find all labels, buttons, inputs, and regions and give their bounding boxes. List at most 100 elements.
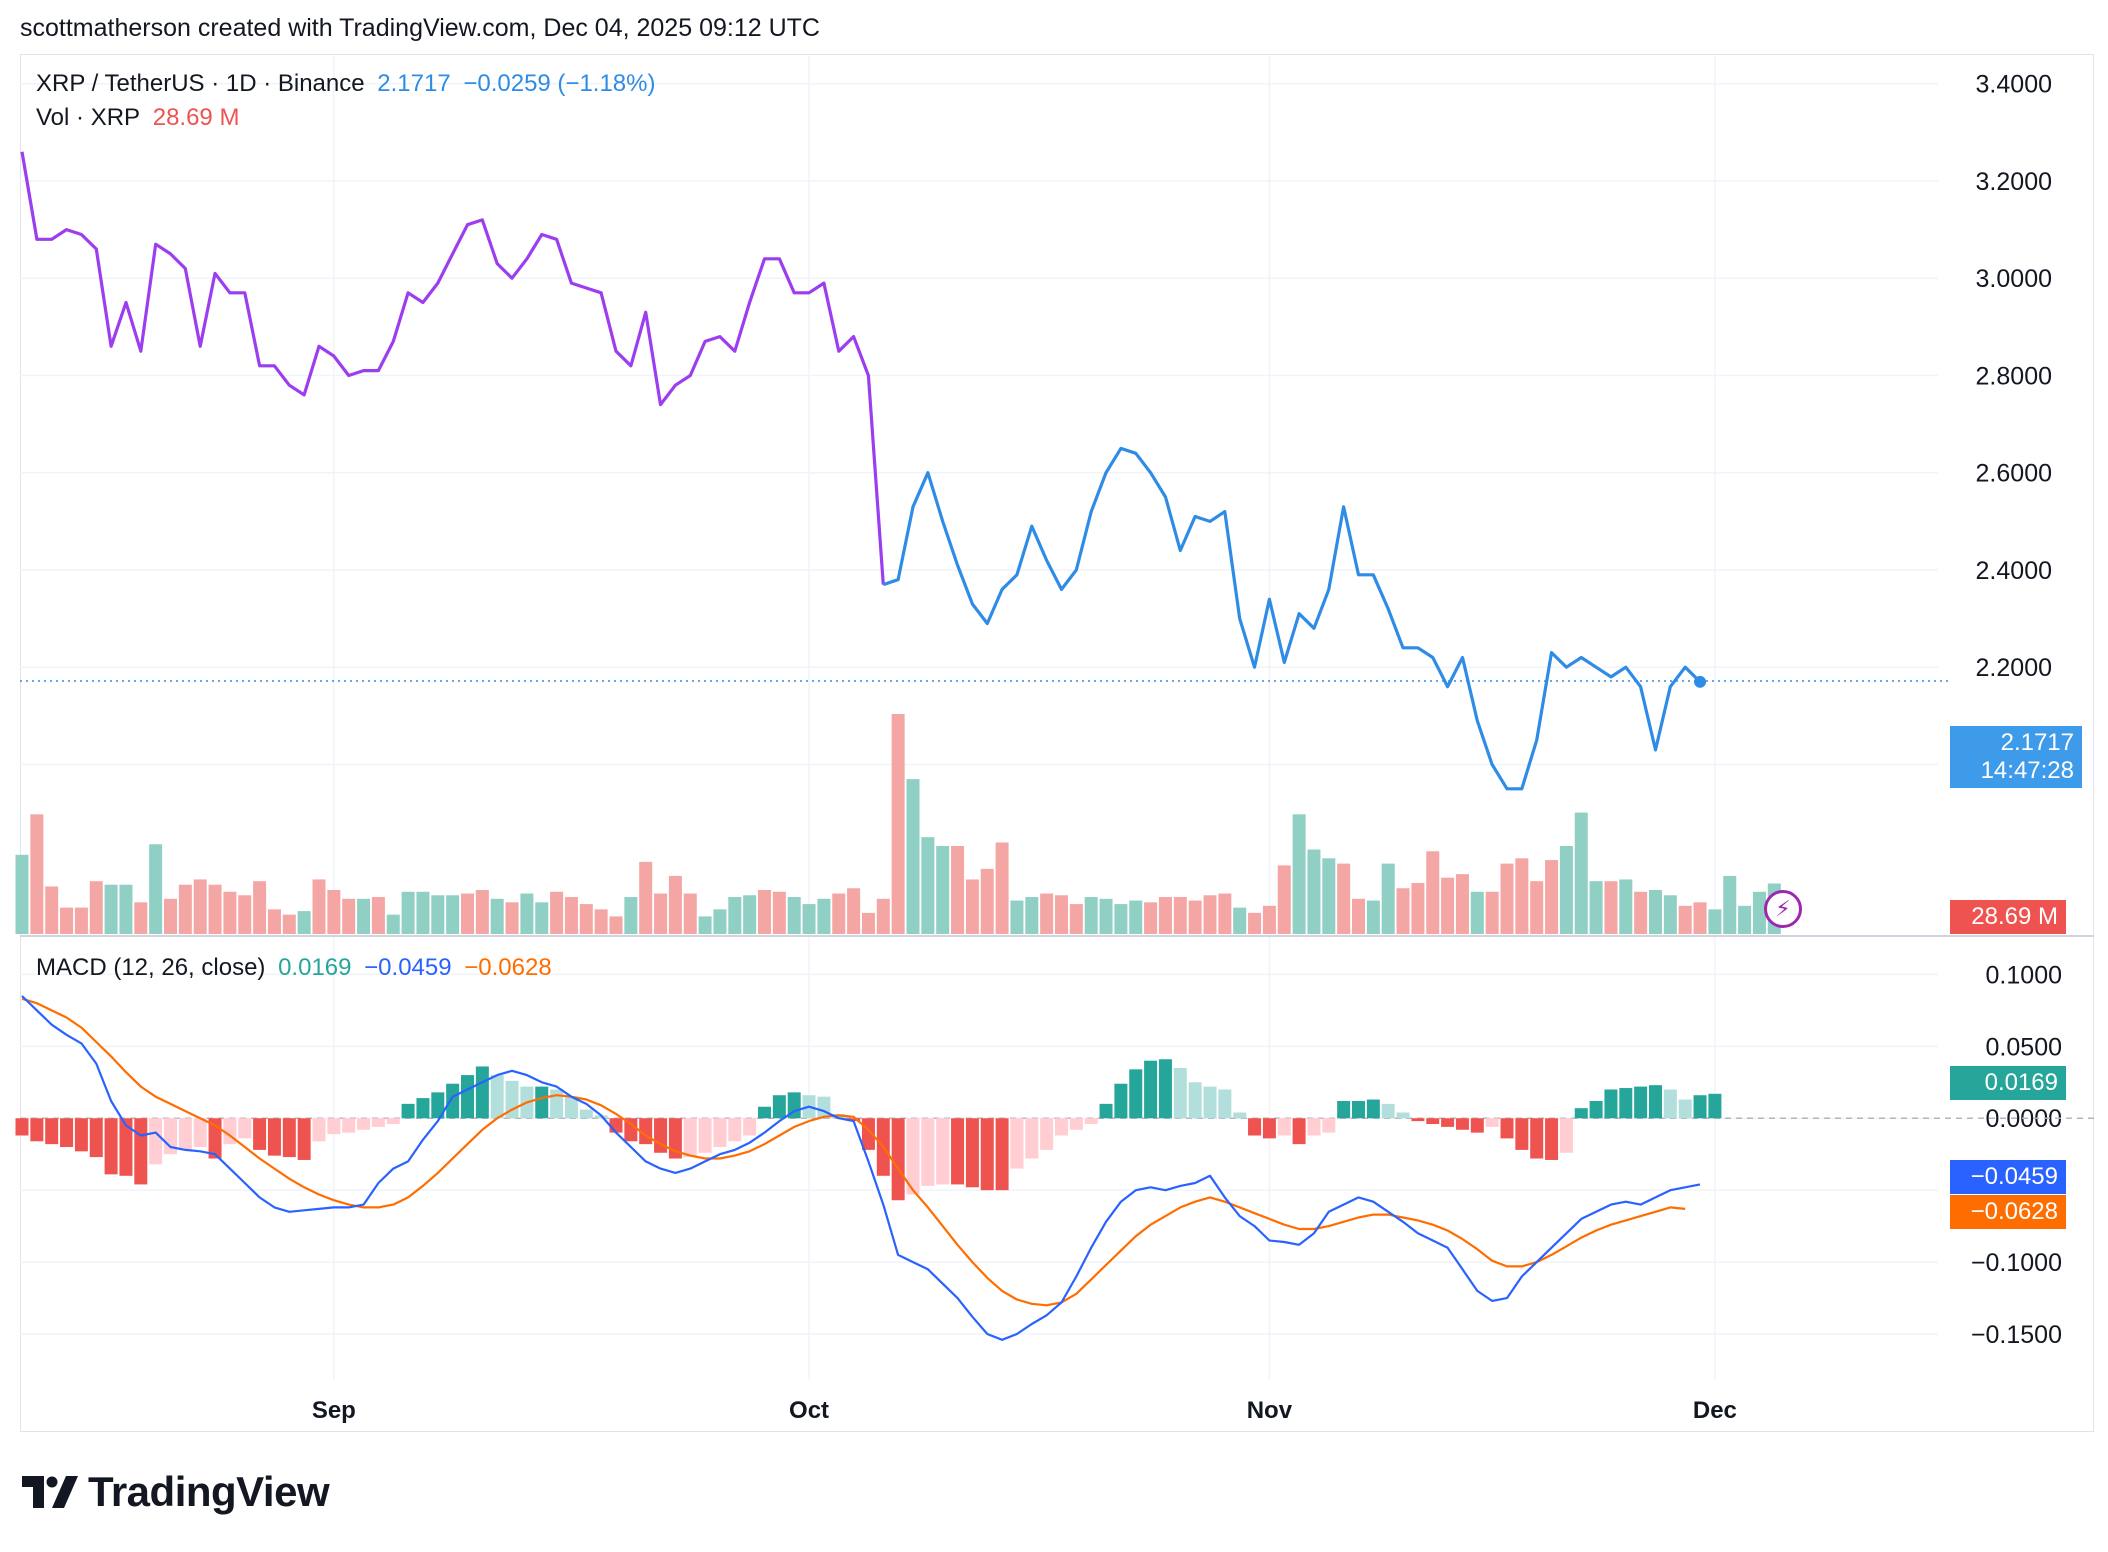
volume-bar	[1337, 863, 1351, 934]
volume-bar	[668, 875, 682, 934]
volume-bar	[1619, 879, 1633, 934]
volume-bar	[520, 893, 534, 934]
volume-bar	[1084, 897, 1098, 934]
volume-bar	[416, 891, 430, 934]
macd-histogram-bar	[1426, 1118, 1440, 1124]
macd-histogram-bar	[119, 1118, 133, 1176]
volume-bar	[1634, 891, 1648, 934]
volume-bar	[683, 893, 697, 934]
volume-bar	[223, 891, 237, 934]
symbol-label[interactable]: XRP / TetherUS · 1D · Binance	[36, 70, 365, 97]
volume-bar	[1248, 912, 1262, 934]
volume-bar	[1530, 881, 1544, 934]
macd-histogram-bar	[772, 1095, 786, 1119]
volume-bar	[45, 886, 59, 934]
macd-histogram-bar	[1441, 1118, 1455, 1127]
macd-histogram-bar	[386, 1118, 400, 1124]
macd-tick-label: −0.1000	[1971, 1249, 2062, 1277]
macd-histogram-bar	[1233, 1112, 1247, 1119]
volume-bar	[995, 842, 1009, 934]
macd-histogram-bar	[654, 1118, 668, 1153]
macd-histogram-bar	[906, 1118, 920, 1195]
volume-bar	[787, 897, 801, 934]
macd-histogram-bar	[416, 1098, 430, 1119]
macd-histogram-bar	[1619, 1088, 1633, 1119]
volume-bar	[297, 911, 311, 934]
volume-bar	[178, 884, 192, 934]
macd-histogram-bar	[1069, 1118, 1083, 1130]
volume-bar	[624, 897, 638, 934]
macd-histogram-bar	[1455, 1118, 1469, 1130]
macd-histogram-bar	[490, 1075, 504, 1119]
macd-histogram-bar	[1366, 1099, 1380, 1119]
price-change: −0.0259 (−1.18%)	[463, 70, 656, 97]
volume-bar	[461, 893, 474, 934]
macd-histogram-bar	[743, 1118, 757, 1136]
macd-line-value: −0.0459	[364, 954, 452, 981]
macd-histogram-bar	[1129, 1069, 1143, 1119]
volume-label[interactable]: Vol · XRP	[36, 104, 141, 131]
volume-bar	[1099, 898, 1113, 934]
macd-histogram-bar	[1634, 1086, 1648, 1119]
volume-bar	[564, 897, 578, 934]
volume-bar	[609, 916, 623, 934]
volume-bar	[1738, 905, 1752, 934]
macd-histogram-bar	[980, 1118, 994, 1191]
macd-histogram-bar	[1381, 1103, 1395, 1119]
volume-bar	[1515, 858, 1529, 934]
volume-bar	[906, 779, 920, 934]
volume-bar	[1485, 891, 1499, 934]
volume-bar	[89, 881, 103, 934]
volume-bar	[1218, 893, 1232, 934]
volume-bar	[832, 893, 846, 934]
macd-histogram-bar	[371, 1118, 385, 1127]
volume-bar	[208, 884, 222, 934]
volume-bar	[1455, 874, 1469, 934]
macd-line	[21, 995, 1701, 1341]
tradingview-logo[interactable]: TradingView	[22, 1468, 330, 1516]
volume-bar	[936, 846, 950, 934]
macd-tick-label: 0.1000	[1986, 961, 2062, 989]
volume-bar	[1381, 863, 1395, 934]
macd-histogram-bar	[1515, 1118, 1529, 1150]
macd-histogram-bar	[45, 1118, 59, 1145]
macd-hist-value: 0.0169	[278, 954, 352, 981]
volume-bar	[1292, 814, 1306, 934]
macd-histogram-bar	[847, 1118, 861, 1122]
volume-bar	[980, 868, 994, 934]
volume-bar	[654, 893, 668, 934]
macd-histogram-bar	[193, 1118, 207, 1148]
macd-histogram-bar	[624, 1118, 638, 1142]
volume-bar	[951, 846, 965, 934]
macd-histogram-bar	[1663, 1089, 1677, 1119]
macd-histogram-bar	[1055, 1118, 1068, 1136]
macd-label[interactable]: MACD (12, 26, close)	[36, 954, 266, 981]
macd-histogram-bar	[936, 1118, 950, 1185]
volume-bar	[1366, 900, 1380, 934]
volume-bar	[921, 837, 935, 934]
macd-tick-label: −0.1500	[1971, 1321, 2062, 1349]
price-line-upper	[20, 151, 885, 585]
macd-histogram-bar	[1277, 1118, 1291, 1136]
volume-bar	[1158, 897, 1172, 934]
volume-bar	[267, 909, 281, 934]
macd-histogram-bar	[1025, 1118, 1039, 1159]
volume-bar	[490, 898, 504, 934]
volume-bar	[876, 898, 890, 934]
macd-histogram-bar	[728, 1118, 742, 1142]
macd-histogram-bar	[1500, 1118, 1514, 1139]
macd-histogram-bar	[282, 1118, 296, 1158]
volume-bar	[802, 904, 816, 934]
volume-bar	[193, 879, 207, 934]
macd-histogram-bar	[1158, 1059, 1172, 1119]
volume-bar	[1441, 877, 1455, 934]
macd-histogram-bar	[1485, 1118, 1499, 1127]
volume-bar	[1411, 882, 1425, 934]
price-line-lower	[882, 446, 1702, 791]
macd-histogram-bar	[1010, 1118, 1024, 1169]
macd-histogram-bar	[475, 1066, 489, 1119]
macd-histogram-bar	[357, 1118, 371, 1130]
lightning-bolt-icon[interactable]: ⚡	[1764, 890, 1802, 928]
volume-bar	[1649, 890, 1662, 934]
